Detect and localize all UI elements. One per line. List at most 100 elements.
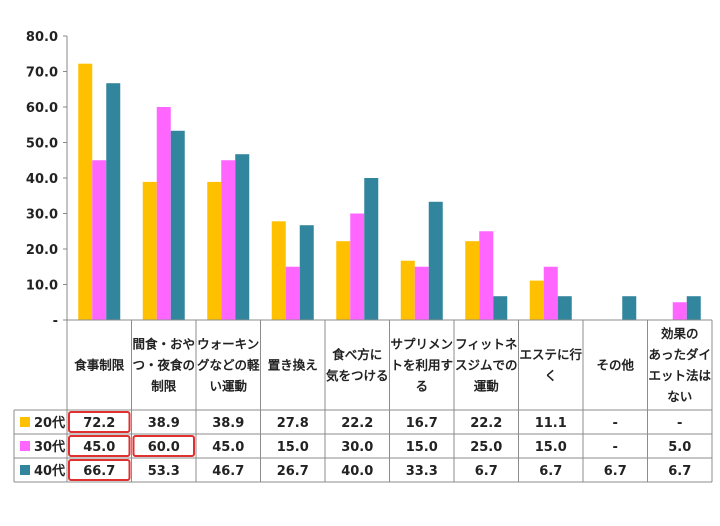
bar-30代-1 xyxy=(156,107,171,320)
bar-40代-3 xyxy=(299,225,314,320)
data-label-20代-5: 16.7 xyxy=(406,416,438,431)
y-tick-label: 60.0 xyxy=(26,101,58,116)
bar-40代-1 xyxy=(170,130,185,320)
category-label: つ・夜食の xyxy=(132,358,195,373)
bar-40代-9 xyxy=(686,296,701,320)
data-label-40代-1: 53.3 xyxy=(148,464,180,479)
bar-40代-0 xyxy=(106,83,121,320)
highlight-box xyxy=(68,435,131,457)
category-label: エット法は xyxy=(648,368,711,383)
category-label: スジムでの xyxy=(455,358,518,373)
data-label-20代-4: 22.2 xyxy=(341,416,373,431)
axes: - 10.0 20.0 30.0 40.0 50.0 60.0 70.0 80.0 xyxy=(26,30,68,329)
bar-30代-9 xyxy=(672,302,687,320)
data-label-40代-6: 6.7 xyxy=(475,464,498,479)
y-tick-label: 20.0 xyxy=(26,243,58,258)
legend-label: 20代 xyxy=(34,415,65,431)
data-label-40代-9: 6.7 xyxy=(668,464,691,479)
category-label: く xyxy=(544,368,557,383)
y-tick-label: 10.0 xyxy=(26,279,58,294)
data-label-20代-6: 22.2 xyxy=(470,416,502,431)
legend-swatch-30代 xyxy=(20,441,30,451)
data-label-40代-5: 33.3 xyxy=(406,464,438,479)
y-tick-label: 80.0 xyxy=(26,30,58,45)
data-label-20代-1: 38.9 xyxy=(148,416,180,431)
bars xyxy=(78,63,701,320)
bar-20代-2 xyxy=(207,181,222,320)
data-label-30代-8: - xyxy=(613,440,618,455)
category-label: 効果の xyxy=(661,326,699,341)
data-label-40代-0: 66.7 xyxy=(83,464,115,479)
bar-30代-4 xyxy=(350,213,365,320)
highlight-box xyxy=(68,411,131,433)
bar-30代-0 xyxy=(92,160,107,320)
legend-swatch-20代 xyxy=(20,417,30,427)
category-label: 間食・おや xyxy=(132,337,195,352)
legend-swatch-40代 xyxy=(20,465,30,475)
data-label-30代-1: 60.0 xyxy=(148,440,180,455)
data-label-40代-3: 26.7 xyxy=(277,464,309,479)
bar-40代-8 xyxy=(622,296,637,320)
data-label-20代-9: - xyxy=(677,416,682,431)
data-label-30代-9: 5.0 xyxy=(668,440,691,455)
category-label: 食べ方に xyxy=(331,347,382,362)
y-tick-label: 30.0 xyxy=(26,208,58,223)
bar-20代-4 xyxy=(336,241,351,320)
bar-40代-5 xyxy=(428,201,443,320)
highlight-box xyxy=(68,459,131,481)
data-label-20代-0: 72.2 xyxy=(83,416,115,431)
y-tick-label: 40.0 xyxy=(26,172,58,187)
category-label: ない xyxy=(667,389,692,404)
data-label-20代-3: 27.8 xyxy=(277,416,309,431)
data-label-20代-8: - xyxy=(613,416,618,431)
category-label: い運動 xyxy=(209,379,247,394)
bar-30代-7 xyxy=(543,266,558,320)
data-label-40代-7: 6.7 xyxy=(539,464,562,479)
data-label-20代-7: 11.1 xyxy=(535,416,567,431)
data-label-30代-6: 25.0 xyxy=(470,440,502,455)
legend-label: 30代 xyxy=(34,439,65,455)
bar-40代-7 xyxy=(557,296,572,320)
data-label-30代-3: 15.0 xyxy=(277,440,309,455)
y-tick-label: 70.0 xyxy=(26,66,58,81)
legend-label: 40代 xyxy=(34,463,65,479)
category-label: 置き換え xyxy=(268,358,318,373)
data-label-40代-4: 40.0 xyxy=(341,464,373,479)
data-label-30代-4: 30.0 xyxy=(341,440,373,455)
bar-30代-3 xyxy=(285,266,300,320)
data-label-40代-8: 6.7 xyxy=(604,464,627,479)
category-label: ウォーキン xyxy=(197,337,259,352)
category-label: 気をつける xyxy=(326,368,389,383)
y-tick-label: - xyxy=(53,314,58,329)
category-label: その他 xyxy=(596,358,634,373)
bar-20代-6 xyxy=(465,241,480,320)
bar-20代-1 xyxy=(142,181,157,320)
bar-20代-0 xyxy=(78,63,93,320)
category-label: 運動 xyxy=(474,379,499,394)
highlight-box xyxy=(132,435,195,457)
category-label: あったダイ xyxy=(648,347,711,362)
bar-30代-6 xyxy=(479,231,494,320)
data-label-30代-5: 15.0 xyxy=(406,440,438,455)
category-label: 制限 xyxy=(151,379,177,394)
category-label: 食事制限 xyxy=(73,358,125,373)
bar-20代-7 xyxy=(529,280,544,320)
category-label: トを利用す xyxy=(390,358,453,373)
bar-30代-2 xyxy=(221,160,236,320)
data-label-30代-2: 45.0 xyxy=(212,440,244,455)
data-label-20代-2: 38.9 xyxy=(212,416,244,431)
bar-20代-3 xyxy=(271,221,286,320)
bar-40代-6 xyxy=(493,296,508,320)
y-tick-label: 50.0 xyxy=(26,137,58,152)
bar-30代-5 xyxy=(414,266,429,320)
bar-40代-4 xyxy=(364,178,379,320)
bar-20代-5 xyxy=(400,260,415,320)
category-label: エステに行 xyxy=(519,347,582,362)
category-label: る xyxy=(415,379,428,394)
bar-40代-2 xyxy=(235,154,250,320)
category-label: サプリメン xyxy=(390,337,453,352)
category-label: グなどの軽 xyxy=(197,358,260,373)
data-label-30代-0: 45.0 xyxy=(83,440,115,455)
